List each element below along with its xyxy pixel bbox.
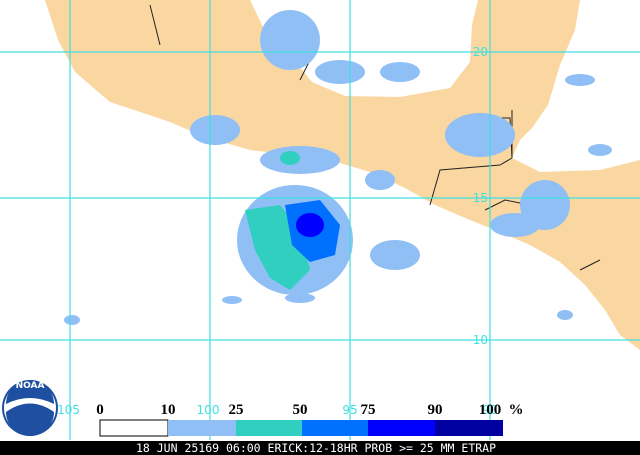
precip (64, 10, 612, 325)
graticule (0, 0, 640, 440)
footer-text: 18 JUN 25169 06:00 ERICK:12-18HR PROB >=… (136, 441, 496, 455)
legend-label: 0 (96, 402, 104, 418)
island (598, 282, 625, 310)
legend-label: 75 (361, 402, 376, 418)
legend-swatch (168, 420, 236, 436)
lat-label: 10 (473, 333, 488, 347)
legend-label: 90 (428, 402, 443, 418)
lat-label: 15 (473, 191, 488, 205)
legend-label: 100 (479, 402, 502, 418)
legend-label: 10 (161, 402, 176, 418)
legend-swatch (368, 420, 435, 436)
legend-swatch (99, 419, 169, 437)
noaa-logo: NOAA (2, 380, 58, 436)
legend-label: 50 (293, 402, 308, 418)
lon-label: 95 (342, 403, 357, 417)
land (45, 0, 640, 350)
legend-swatch (435, 420, 503, 436)
footer-bar (0, 441, 640, 455)
lon-label: 105 (57, 403, 80, 417)
legend-label: 25 (229, 402, 244, 418)
legend-unit: % (509, 402, 524, 418)
logo-text: NOAA (16, 381, 45, 391)
lat-label: 20 (473, 45, 488, 59)
legend: 0 10 25 50 75 90 100 % (96, 402, 524, 437)
lon-label: 100 (197, 403, 220, 417)
lon-label: 90 (482, 403, 497, 417)
legend-swatch (302, 420, 368, 436)
legend-swatch (236, 420, 302, 436)
